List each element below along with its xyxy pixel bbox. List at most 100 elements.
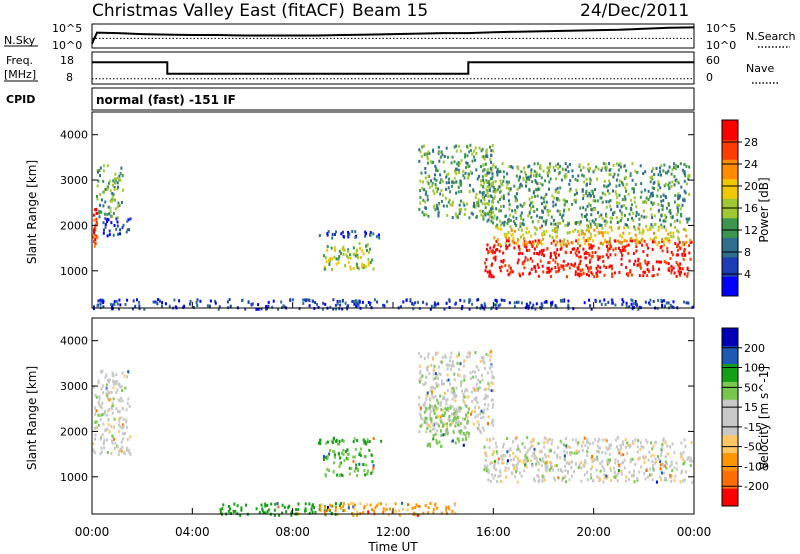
velocity-cell [484,393,487,397]
velocity-cell [533,447,536,451]
velocity-cell [483,397,486,401]
velocity-cell [501,461,504,465]
power-cell [528,211,531,215]
velocity-cell [604,451,607,455]
power-cell [537,241,540,245]
power-cell [356,264,359,268]
velocity-cell [97,401,100,404]
velocity-colorbar-segment-2 [722,452,738,471]
velocity-cell [541,479,544,483]
power-cell [110,199,113,203]
velocity-cell [553,476,556,480]
power-cell [681,243,684,247]
power-cell [521,252,524,256]
power-colorbar-segment-3 [722,217,738,238]
power-cell [182,305,185,309]
power-cell [420,171,423,175]
power-cell [623,204,625,208]
velocity-cell [662,462,664,466]
velocity-cell [485,396,487,400]
velocity-cell [366,438,369,442]
power-cell [547,268,550,272]
power-cell [437,302,440,306]
power-cell [664,171,667,175]
power-cell [532,191,535,195]
velocity-cell [426,511,429,515]
power-cell [677,197,680,201]
power-cell [466,165,469,168]
power-cell [626,272,629,276]
velocity-cell [656,455,659,458]
velocity-cell [587,446,589,450]
power-cell [679,162,682,166]
power-cell [676,263,679,267]
power-cell [199,299,202,303]
power-cell [575,253,578,257]
power-cell [677,269,680,273]
power-cell [622,248,624,252]
power-cell [504,264,507,268]
power-cell [405,298,408,302]
velocity-cell [454,511,457,515]
power-cell [656,194,659,198]
power-cell [508,301,511,305]
power-cell [564,250,567,254]
power-cell [280,300,283,304]
velocity-cell [633,469,635,473]
power-cell [355,262,358,266]
power-cell [441,180,444,184]
velocity-cell [449,359,451,363]
power-cell [484,269,487,273]
power-cell [528,272,531,276]
velocity-cell [580,466,583,470]
velocity-cell [602,466,605,470]
power-cell [507,219,510,223]
velocity-cell [557,468,560,472]
velocity-cell [434,432,437,436]
power-cell [458,144,460,148]
power-cell [419,150,422,154]
velocity-cell [591,458,594,461]
velocity-cell [104,428,107,432]
velocity-cell [524,463,527,467]
velocity-cell [372,464,375,468]
power-cell [581,189,584,193]
velocity-cell [451,397,454,401]
power-cell [590,189,593,193]
power-cell [682,227,685,231]
power-cell [664,228,667,232]
velocity-cell [466,388,469,392]
nave-tick-bottom: 0 [706,71,713,84]
velocity-cell [126,437,129,441]
power-cell [589,232,592,236]
power-cell [438,159,441,163]
velocity-cell [601,438,604,442]
power-cell [480,213,483,217]
power-cell [439,192,442,196]
power-cell [566,275,568,279]
power-cell [437,145,440,149]
power-cell [535,174,538,178]
power-cell [574,177,577,181]
power-cell [460,199,462,203]
power-cell [664,182,667,186]
velocity-cell [446,406,449,410]
power-cell [528,230,530,234]
power-cell [450,180,453,184]
power-cell [480,183,483,187]
power-cell [589,222,592,226]
velocity-cell [401,501,404,505]
power-cell [537,220,540,224]
power-cell [562,198,565,202]
power-cell [519,203,522,207]
velocity-cell [94,406,96,410]
power-cell [585,191,588,195]
velocity-cell [571,460,573,464]
velocity-cell [651,478,654,482]
velocity-cell [94,433,97,437]
power-cell [348,232,351,236]
power-cell [566,239,569,243]
power-cell [112,233,115,237]
power-cell [112,183,114,187]
velocity-cell [432,357,435,361]
